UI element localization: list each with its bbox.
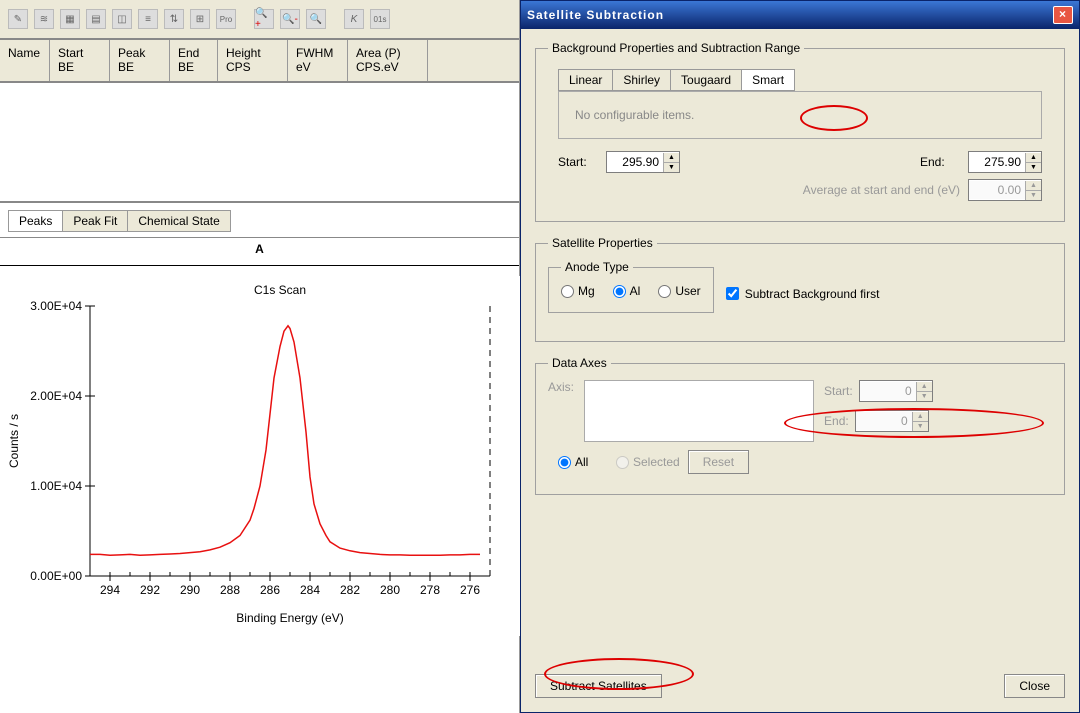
svg-text:284: 284 xyxy=(300,583,320,597)
ax-end-spinner: ▲▼ xyxy=(855,410,929,432)
sub-tabs: PeaksPeak FitChemical State xyxy=(0,203,519,238)
bg-tab-tougaard[interactable]: Tougaard xyxy=(670,69,742,91)
tab-peak-fit[interactable]: Peak Fit xyxy=(62,210,128,232)
svg-text:Binding Energy (eV): Binding Energy (eV) xyxy=(236,611,343,625)
ax-start-spinner: ▲▼ xyxy=(859,380,933,402)
svg-text:280: 280 xyxy=(380,583,400,597)
tool-icon[interactable]: K xyxy=(344,9,364,29)
zoom-in-icon[interactable]: 🔍+ xyxy=(254,9,274,29)
ax-end-label: End: xyxy=(824,414,849,428)
svg-text:278: 278 xyxy=(420,583,440,597)
bg-panel: No configurable items. xyxy=(558,91,1042,139)
svg-text:286: 286 xyxy=(260,583,280,597)
bg-tab-shirley[interactable]: Shirley xyxy=(612,69,671,91)
avg-input xyxy=(969,181,1025,199)
anode-legend: Anode Type xyxy=(561,260,633,274)
dialog-title: Satellite Subtraction xyxy=(527,8,664,22)
reset-button: Reset xyxy=(688,450,749,474)
close-icon[interactable]: × xyxy=(1053,6,1073,24)
bg-tab-linear[interactable]: Linear xyxy=(558,69,613,91)
ax-start-label: Start: xyxy=(824,384,853,398)
axis-label: Axis: xyxy=(548,380,574,394)
sat-group: Satellite Properties Anode Type Mg Al Us… xyxy=(535,236,1065,342)
tool-icon[interactable]: 01s xyxy=(370,9,390,29)
bg-tabs: LinearShirleyTougaardSmart xyxy=(558,69,1052,91)
tool-icon[interactable]: Pro xyxy=(216,9,236,29)
col-header[interactable]: Name xyxy=(0,40,50,81)
end-label: End: xyxy=(920,155,960,169)
tool-icon[interactable]: ⇅ xyxy=(164,9,184,29)
axes-radio-all[interactable]: All xyxy=(558,455,598,469)
svg-text:0.00E+00: 0.00E+00 xyxy=(30,569,82,583)
tool-icon[interactable]: ▦ xyxy=(60,9,80,29)
svg-text:Counts / s: Counts / s xyxy=(7,414,21,468)
svg-text:276: 276 xyxy=(460,583,480,597)
ax-start-input xyxy=(860,382,916,400)
end-spinner[interactable]: ▲▼ xyxy=(968,151,1042,173)
close-button[interactable]: Close xyxy=(1004,674,1065,698)
end-input[interactable] xyxy=(969,153,1025,171)
col-header[interactable]: EndBE xyxy=(170,40,218,81)
main-toolbar: ✎ ≋ ▦ ▤ ◫ ≡ ⇅ ⊞ Pro 🔍+ 🔍- 🔍 K 01s xyxy=(0,0,519,40)
subtract-first-label[interactable]: Subtract Background first xyxy=(745,287,880,301)
chart-area: C1s Scan 0.00E+00 1.00E+04 2.00E+04 3.00E+04… xyxy=(0,266,519,646)
zoom-out-icon[interactable]: 🔍- xyxy=(280,9,300,29)
ax-end-input xyxy=(856,412,912,430)
tool-icon[interactable]: ⊞ xyxy=(190,9,210,29)
start-spinner[interactable]: ▲▼ xyxy=(606,151,680,173)
svg-text:C1s Scan: C1s Scan xyxy=(254,283,306,297)
zoom-reset-icon[interactable]: 🔍 xyxy=(306,9,326,29)
avg-label: Average at start and end (eV) xyxy=(803,183,960,197)
svg-text:2.00E+04: 2.00E+04 xyxy=(30,389,82,403)
axes-group: Data Axes Axis: Start: ▲▼ End: xyxy=(535,356,1065,495)
start-label: Start: xyxy=(558,155,598,169)
tab-chemical-state[interactable]: Chemical State xyxy=(127,210,230,232)
axes-radio-selected: Selected xyxy=(616,455,680,469)
axis-list xyxy=(584,380,814,442)
tool-icon[interactable]: ▤ xyxy=(86,9,106,29)
tool-icon[interactable]: ✎ xyxy=(8,9,28,29)
col-header[interactable]: Area (P)CPS.eV xyxy=(348,40,428,81)
subtract-first-checkbox[interactable] xyxy=(726,287,739,300)
tool-icon[interactable]: ◫ xyxy=(112,9,132,29)
marker-row: A xyxy=(0,238,519,266)
avg-spinner: ▲▼ xyxy=(968,179,1042,201)
satellite-dialog: Satellite Subtraction × Background Prope… xyxy=(520,0,1080,713)
left-panel: ✎ ≋ ▦ ▤ ◫ ≡ ⇅ ⊞ Pro 🔍+ 🔍- 🔍 K 01s NameSt… xyxy=(0,0,520,713)
tool-icon[interactable]: ≋ xyxy=(34,9,54,29)
anode-user[interactable]: User xyxy=(658,284,700,298)
col-header[interactable]: StartBE xyxy=(50,40,110,81)
svg-text:1.00E+04: 1.00E+04 xyxy=(30,479,82,493)
sat-legend: Satellite Properties xyxy=(548,236,657,250)
anode-al[interactable]: Al xyxy=(613,284,641,298)
bg-legend: Background Properties and Subtraction Ra… xyxy=(548,41,804,55)
svg-text:3.00E+04: 3.00E+04 xyxy=(30,299,82,313)
svg-text:292: 292 xyxy=(140,583,160,597)
svg-text:290: 290 xyxy=(180,583,200,597)
bg-tab-smart[interactable]: Smart xyxy=(741,69,795,91)
tab-peaks[interactable]: Peaks xyxy=(8,210,63,232)
col-header[interactable]: FWHMeV xyxy=(288,40,348,81)
dialog-titlebar[interactable]: Satellite Subtraction × xyxy=(521,1,1079,29)
table-header: NameStartBEPeakBEEndBEHeightCPSFWHMeVAre… xyxy=(0,40,519,83)
svg-text:282: 282 xyxy=(340,583,360,597)
start-input[interactable] xyxy=(607,153,663,171)
axes-legend: Data Axes xyxy=(548,356,611,370)
subtract-satellites-button[interactable]: Subtract Satellites xyxy=(535,674,662,698)
table-body xyxy=(0,83,519,203)
col-header[interactable]: PeakBE xyxy=(110,40,170,81)
bg-group: Background Properties and Subtraction Ra… xyxy=(535,41,1065,222)
col-header[interactable]: HeightCPS xyxy=(218,40,288,81)
svg-text:288: 288 xyxy=(220,583,240,597)
svg-text:294: 294 xyxy=(100,583,120,597)
anode-group: Anode Type Mg Al User xyxy=(548,260,714,313)
anode-mg[interactable]: Mg xyxy=(561,284,595,298)
tool-icon[interactable]: ≡ xyxy=(138,9,158,29)
